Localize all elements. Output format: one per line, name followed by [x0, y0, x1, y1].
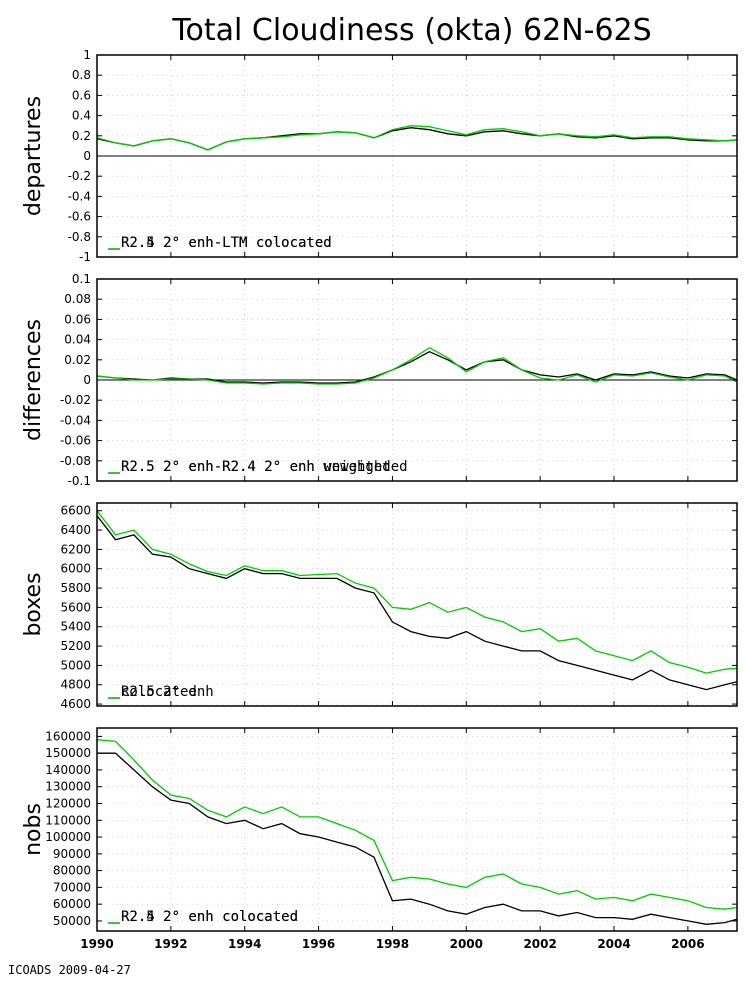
- y-tick-label: 1: [83, 48, 91, 62]
- x-tick-label: 2006: [671, 937, 704, 951]
- y-tick-label: 0.08: [64, 292, 91, 306]
- y-tick-label: -0.04: [60, 413, 91, 427]
- y-tick-label: 0: [83, 373, 91, 387]
- y-tick-label: 5000: [60, 658, 91, 672]
- y-tick-label: -0.2: [68, 169, 91, 183]
- legend-label: R2.5 2° enh-LTM colocated: [121, 235, 332, 251]
- legend-label: R2.5 2° enh: [121, 684, 214, 700]
- x-tick-label: 1998: [376, 937, 409, 951]
- x-tick-label: 2000: [450, 937, 483, 951]
- y-tick-label: 120000: [45, 796, 91, 810]
- series-line-b: [96, 346, 738, 385]
- y-tick-label: 0.6: [72, 88, 91, 102]
- x-tick-label: 2002: [523, 937, 556, 951]
- y-tick-label: 160000: [45, 729, 91, 743]
- series-line-b: [96, 510, 738, 674]
- y-tick-label: 90000: [53, 847, 91, 861]
- y-tick-label: 4600: [60, 697, 91, 711]
- y-tick-label: 0.4: [72, 109, 91, 123]
- y-tick-label: 0.04: [64, 333, 91, 347]
- y-tick-label: 130000: [45, 780, 91, 794]
- panel-departures: -1 -0.8 -0.6 -0.4 -0.2 0 0.2 0.4 0.6 0.8 1 departur…: [21, 48, 738, 264]
- y-axis-label: differences: [21, 319, 46, 441]
- y-tick-label: 5400: [60, 620, 91, 634]
- series-line-a: [96, 127, 738, 151]
- plot-frame: [96, 502, 738, 707]
- legend-label: R2.5 2° enh-R2.4 2° enh weighted: [121, 459, 391, 475]
- y-tick-label: 80000: [53, 864, 91, 878]
- y-tick-label: 0: [83, 149, 91, 163]
- series-line-a: [96, 515, 738, 691]
- y-tick-label: -0.08: [60, 454, 91, 468]
- legend-label: colocated: [121, 684, 197, 700]
- panel-boxes: 4600 4800 5000 5200 5400 5600 5800 6000 6200 6400…: [21, 502, 738, 711]
- y-tick-label: 5200: [60, 639, 91, 653]
- y-tick-label: 0.06: [64, 312, 91, 326]
- y-tick-label: 6000: [60, 562, 91, 576]
- y-tick-label: -0.06: [60, 434, 91, 448]
- legend-label: R2.5 2° enh colocated: [121, 909, 298, 925]
- series-line-b: [96, 125, 738, 151]
- series-line-a: [96, 350, 738, 384]
- y-tick-label: 0.2: [72, 129, 91, 143]
- y-tick-label: -0.6: [68, 210, 91, 224]
- x-tick-label: 1994: [228, 937, 261, 951]
- y-tick-label: 0.1: [72, 272, 91, 286]
- y-tick-label: 5600: [60, 600, 91, 614]
- y-tick-label: 110000: [45, 813, 91, 827]
- panel-nobs: 50000 60000 70000 80000 90000 100000 110000 120…: [21, 727, 738, 951]
- y-tick-label: -1: [79, 250, 91, 264]
- x-tick-label: 1996: [302, 937, 335, 951]
- y-tick-label: 100000: [45, 830, 91, 844]
- plot-frame: [96, 727, 738, 932]
- panels: -1 -0.8 -0.6 -0.4 -0.2 0 0.2 0.4 0.6 0.8 1 departur…: [21, 48, 738, 951]
- footer-credit: ICOADS 2009-04-27: [8, 963, 131, 977]
- y-tick-label: 6400: [60, 523, 91, 537]
- x-tick-label: 2004: [597, 937, 630, 951]
- y-tick-label: -0.4: [68, 189, 91, 203]
- y-tick-label: 5800: [60, 581, 91, 595]
- y-axis-label: boxes: [21, 572, 46, 636]
- y-tick-label: 6600: [60, 504, 91, 518]
- y-tick-label: 6200: [60, 542, 91, 556]
- x-tick-label: 1992: [154, 937, 187, 951]
- y-tick-label: 60000: [53, 897, 91, 911]
- y-tick-label: 4800: [60, 678, 91, 692]
- chart-title: Total Cloudiness (okta) 62N-62S: [171, 13, 651, 48]
- y-tick-label: -0.8: [68, 230, 91, 244]
- y-tick-label: 140000: [45, 763, 91, 777]
- y-tick-label: -0.1: [68, 474, 91, 488]
- legend-label: R2.4 2° enh-LTM colocated: [121, 235, 332, 251]
- legend-label: R2.4 2° enh colocated: [121, 909, 298, 925]
- y-tick-label: 0.02: [64, 353, 91, 367]
- series-line-a: [97, 752, 738, 925]
- y-tick-label: 150000: [45, 746, 91, 760]
- legend-label: R2.5 2° enh-R2.4 2° enh unweighted: [121, 459, 408, 475]
- x-tick-label: 1990: [80, 937, 113, 951]
- y-tick-label: 70000: [53, 880, 91, 894]
- y-axis-label: nobs: [21, 803, 46, 856]
- series-line-b: [96, 739, 738, 910]
- y-tick-label: 0.8: [72, 68, 91, 82]
- y-tick-label: 50000: [53, 914, 91, 928]
- y-tick-label: -0.02: [60, 393, 91, 407]
- y-axis-label: departures: [21, 96, 46, 216]
- panel-differences: -0.1 -0.08 -0.06 -0.04 -0.02 0 0.02 0.04 0.06 0.0…: [21, 272, 738, 488]
